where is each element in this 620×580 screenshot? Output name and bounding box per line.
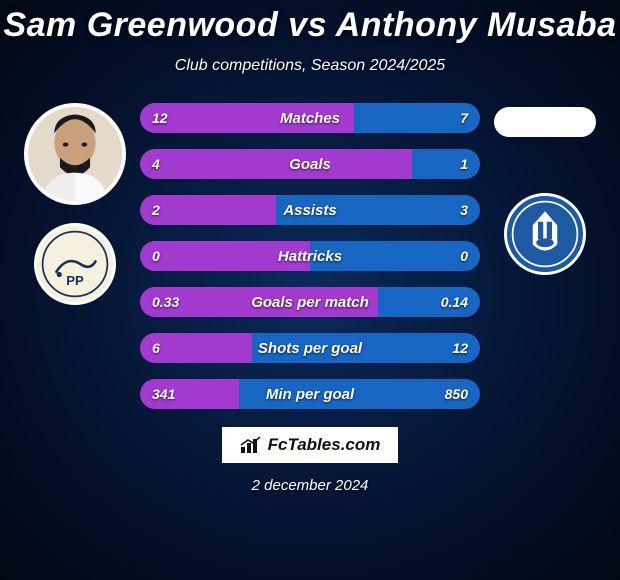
player-silhouette-icon xyxy=(28,107,122,201)
club-crest-left-icon: PP xyxy=(40,229,110,299)
player-left-photo xyxy=(24,103,126,205)
stat-bar-right xyxy=(412,149,480,179)
stat-row: 2 Assists 3 xyxy=(140,195,480,225)
stat-bar-left xyxy=(140,333,252,363)
stat-row: 341 Min per goal 850 xyxy=(140,379,480,409)
stat-bar-left xyxy=(140,103,354,133)
player-right-photo-placeholder xyxy=(494,107,596,137)
club-badge-left: PP xyxy=(34,223,116,305)
stat-row: 4 Goals 1 xyxy=(140,149,480,179)
comparison-panel: PP 12 Matches 7 4 Goals 1 2 Assists 3 0 … xyxy=(0,103,620,409)
chart-icon xyxy=(240,436,262,454)
club-badge-right xyxy=(504,193,586,275)
stat-bar-left xyxy=(140,379,239,409)
stat-bar-left xyxy=(140,287,378,317)
stat-bars: 12 Matches 7 4 Goals 1 2 Assists 3 0 Hat… xyxy=(140,103,480,409)
brand-text: FcTables.com xyxy=(268,435,381,455)
club-crest-right-icon xyxy=(510,199,580,269)
brand-chip[interactable]: FcTables.com xyxy=(222,427,399,463)
stat-bar-right xyxy=(378,287,480,317)
stat-bar-right xyxy=(310,241,480,271)
stat-bar-right xyxy=(252,333,480,363)
stat-row: 0.33 Goals per match 0.14 xyxy=(140,287,480,317)
stat-bar-right xyxy=(354,103,480,133)
stat-row: 0 Hattricks 0 xyxy=(140,241,480,271)
stat-bar-left xyxy=(140,195,276,225)
page-title: Sam Greenwood vs Anthony Musaba xyxy=(0,0,620,45)
footer: FcTables.com 2 december 2024 xyxy=(0,427,620,494)
right-column xyxy=(480,103,610,275)
stat-bar-left xyxy=(140,149,412,179)
stat-row: 6 Shots per goal 12 xyxy=(140,333,480,363)
club-badge-left-text: PP xyxy=(66,273,84,288)
date-text: 2 december 2024 xyxy=(252,477,369,494)
subtitle: Club competitions, Season 2024/2025 xyxy=(0,57,620,75)
left-column: PP xyxy=(10,103,140,305)
stat-bar-left xyxy=(140,241,310,271)
stat-row: 12 Matches 7 xyxy=(140,103,480,133)
stat-bar-right xyxy=(239,379,480,409)
stat-bar-right xyxy=(276,195,480,225)
